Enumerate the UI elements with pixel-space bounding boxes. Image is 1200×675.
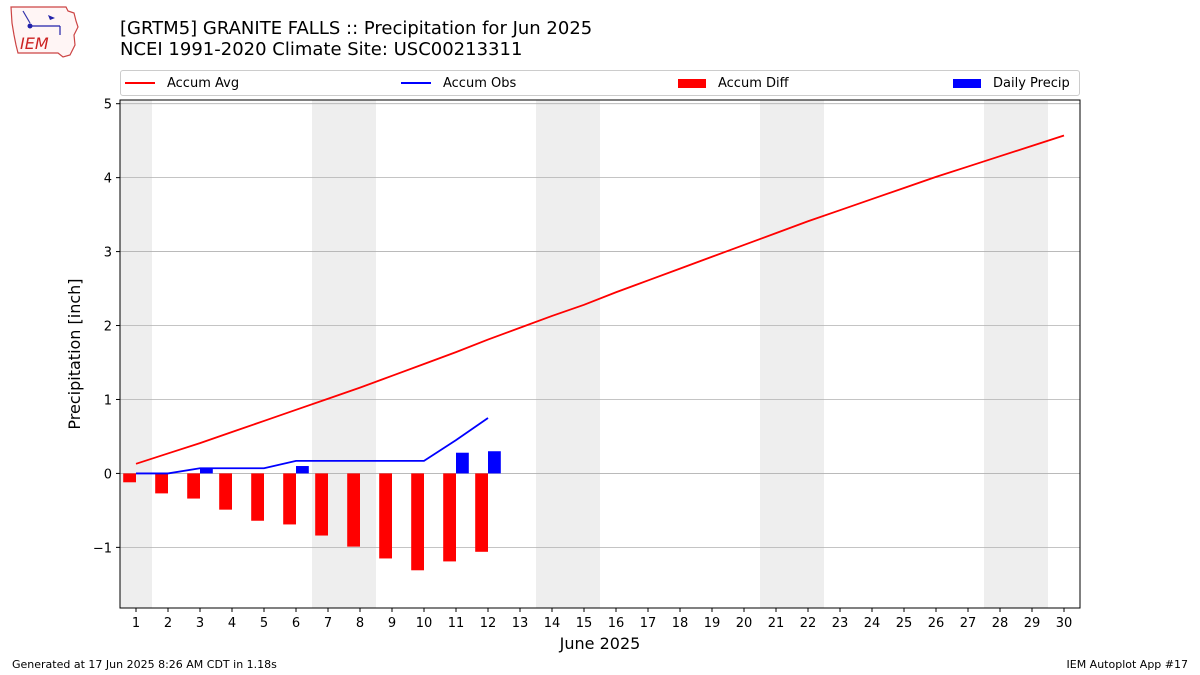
bar-daily-precip xyxy=(456,452,469,474)
x-tick-label: 16 xyxy=(608,616,625,631)
bar-daily-precip xyxy=(200,468,213,474)
x-tick-label: 24 xyxy=(864,616,881,631)
x-tick-label: 2 xyxy=(164,616,172,631)
bar-accum-diff xyxy=(187,473,200,499)
legend-label-daily-precip: Daily Precip xyxy=(993,75,1070,91)
x-tick-label: 23 xyxy=(832,616,849,631)
line-accum-avg xyxy=(135,134,1065,465)
legend-swatch-accum-diff xyxy=(678,78,706,88)
weekend-band xyxy=(792,100,824,608)
y-tick-label: 2 xyxy=(104,320,112,335)
x-tick-label: 12 xyxy=(480,616,497,631)
legend-item-accum-obs: Accum Obs xyxy=(401,74,516,92)
bar-accum-diff xyxy=(379,473,392,559)
x-tick-label: 15 xyxy=(576,616,593,631)
y-tick-label: 3 xyxy=(104,246,112,261)
x-tick-label: 13 xyxy=(512,616,529,631)
x-tick-label: 17 xyxy=(640,616,657,631)
x-tick-label: 7 xyxy=(324,616,332,631)
legend-label-accum-obs: Accum Obs xyxy=(443,75,517,91)
iem-logo: IEM xyxy=(10,6,79,58)
plot-frame xyxy=(119,99,1081,609)
weekend-shading xyxy=(120,100,1048,608)
x-tick-label: 21 xyxy=(768,616,785,631)
x-tick-label: 18 xyxy=(672,616,689,631)
footer-app: IEM Autoplot App #17 xyxy=(1066,658,1189,671)
grid xyxy=(120,103,1080,548)
lines xyxy=(135,134,1065,475)
x-tick-label: 8 xyxy=(356,616,364,631)
x-tick-label: 26 xyxy=(928,616,945,631)
x-tick-label: 9 xyxy=(388,616,396,631)
x-tick-label: 20 xyxy=(736,616,753,631)
title-line-1: [GRTM5] GRANITE FALLS :: Precipitation f… xyxy=(120,18,593,39)
title-line-2: NCEI 1991-2020 Climate Site: USC00213311 xyxy=(120,39,523,60)
logo-text: IEM xyxy=(20,34,49,53)
legend-label-accum-diff: Accum Diff xyxy=(718,75,789,91)
legend-swatch-daily-precip xyxy=(953,78,981,88)
x-tick-label: 10 xyxy=(416,616,433,631)
x-tick-label: 22 xyxy=(800,616,817,631)
bar-accum-diff xyxy=(411,473,424,571)
line-accum-obs xyxy=(136,417,489,475)
y-tick-label: 5 xyxy=(104,98,112,113)
bar-accum-diff xyxy=(475,473,488,552)
y-axis-label: Precipitation [inch] xyxy=(65,278,84,429)
bar-accum-diff xyxy=(251,473,264,521)
x-tick-label: 1 xyxy=(132,616,140,631)
x-tick-label: 27 xyxy=(960,616,977,631)
legend: Accum Avg Accum Obs Accum Diff Daily Pre… xyxy=(120,70,1080,96)
y-tick-label: 0 xyxy=(104,467,112,482)
x-axis-label: June 2025 xyxy=(559,634,641,653)
x-tick-label: 6 xyxy=(292,616,300,631)
bar-daily-precip xyxy=(296,466,309,474)
x-tick-label: 14 xyxy=(544,616,561,631)
weekend-band xyxy=(1016,100,1048,608)
bar-accum-diff xyxy=(283,473,296,525)
legend-swatch-accum-obs xyxy=(401,82,431,84)
footer-generated: Generated at 17 Jun 2025 8:26 AM CDT in … xyxy=(12,658,277,671)
weekend-band xyxy=(120,100,152,608)
x-tick-label: 19 xyxy=(704,616,721,631)
bar-daily-precip xyxy=(488,451,501,474)
x-tick-label: 28 xyxy=(992,616,1009,631)
x-tick-label: 5 xyxy=(260,616,268,631)
bar-accum-diff xyxy=(123,473,136,483)
legend-item-daily-precip: Daily Precip xyxy=(953,74,1070,92)
bar-accum-diff xyxy=(155,473,168,494)
bar-accum-diff xyxy=(219,473,232,510)
x-tick-label: 29 xyxy=(1024,616,1041,631)
legend-label-accum-avg: Accum Avg xyxy=(167,75,240,91)
weekend-band xyxy=(760,100,792,608)
x-tick-label: 4 xyxy=(228,616,236,631)
x-tick-label: 30 xyxy=(1056,616,1073,631)
weekend-band xyxy=(568,100,600,608)
legend-item-accum-diff: Accum Diff xyxy=(678,74,789,92)
x-tick-label: 25 xyxy=(896,616,913,631)
weekend-band xyxy=(536,100,568,608)
y-tick-label: −1 xyxy=(93,541,112,556)
y-tick-label: 4 xyxy=(104,172,112,187)
legend-swatch-accum-avg xyxy=(125,82,155,84)
bar-accum-diff xyxy=(315,473,328,536)
bars xyxy=(123,451,501,571)
y-tick-label: 1 xyxy=(104,393,112,408)
x-tick-label: 3 xyxy=(196,616,204,631)
chart-title: [GRTM5] GRANITE FALLS :: Precipitation f… xyxy=(120,18,592,60)
bar-accum-diff xyxy=(347,473,360,547)
weekend-band xyxy=(984,100,1016,608)
legend-item-accum-avg: Accum Avg xyxy=(125,74,239,92)
bar-accum-diff xyxy=(443,473,456,562)
x-tick-label: 11 xyxy=(448,616,465,631)
